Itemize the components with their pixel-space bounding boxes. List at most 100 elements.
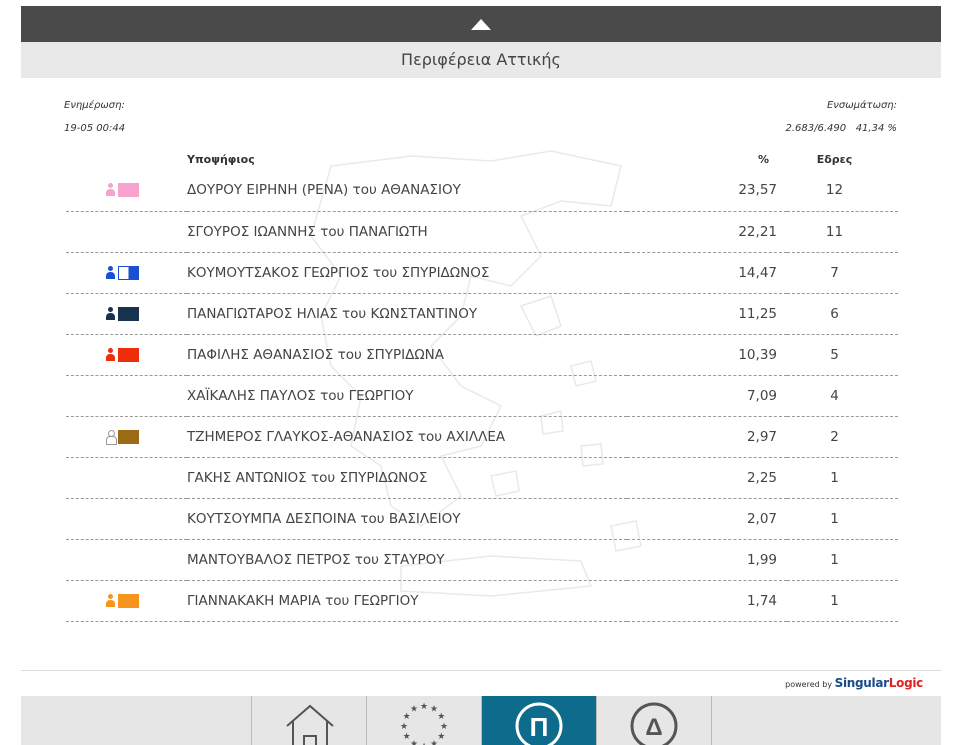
eu-stars-icon: ★★★★★★★★★★★★ <box>400 702 448 745</box>
party-color-box <box>118 593 139 608</box>
footer-divider <box>21 670 941 671</box>
party-color-box <box>118 347 139 362</box>
eu-star: ★ <box>437 712 445 722</box>
nav-municipality[interactable]: Δ <box>596 696 711 745</box>
header-seats: Εδρες <box>816 152 853 166</box>
table-row[interactable]: ΣΓΟΥΡΟΣ ΙΩΑΝΝΗΣ του ΠΑΝΑΓΙΩΤΗ 22,21 11 <box>66 211 898 253</box>
party-color-box <box>118 265 139 280</box>
party-flag-icon <box>106 265 139 280</box>
header-percent: % <box>757 152 769 166</box>
candidate-percent: 23,57 <box>627 170 787 212</box>
table-row[interactable]: ΓΑΚΗΣ ΑΝΤΩΝΙΟΣ του ΣΠΥΡΙΔΩΝΟΣ 2,25 1 <box>66 457 898 499</box>
nav-region[interactable]: Π <box>481 696 596 745</box>
candidate-seats: 4 <box>787 375 898 417</box>
candidate-percent: 14,47 <box>627 252 787 294</box>
nav-divider <box>711 696 712 745</box>
eu-star: ★ <box>440 722 448 732</box>
table-row[interactable]: ΚΟΥΤΣΟΥΜΠΑ ΔΕΣΠΟΙΝΑ του ΒΑΣΙΛΕΙΟΥ 2,07 1 <box>66 498 898 540</box>
candidate-seats: 6 <box>787 293 898 335</box>
candidate-percent: 10,39 <box>627 334 787 376</box>
delta-icon: Δ <box>630 702 678 745</box>
person-icon <box>106 265 115 280</box>
top-bar <box>21 6 941 42</box>
table-row[interactable]: ΠΑΦΙΛΗΣ ΑΘΑΝΑΣΙΟΣ του ΣΠΥΡΙΔΩΝΑ 10,39 5 <box>66 334 898 376</box>
eu-star: ★ <box>410 739 418 745</box>
brand-name: SingularLogic <box>834 676 924 690</box>
candidate-percent: 2,97 <box>627 416 787 458</box>
integration-count: 2.683/6.490 <box>785 123 847 134</box>
update-label: Ενημέρωση: <box>64 100 125 111</box>
collapse-up-icon[interactable] <box>471 19 491 30</box>
candidate-name: ΔΟΥΡΟΥ ΕΙΡΗΝΗ (ΡΕΝΑ) του ΑΘΑΝΑΣΙΟΥ <box>187 170 627 212</box>
candidate-seats: 12 <box>787 170 898 212</box>
home-icon <box>286 704 334 745</box>
eu-star: ★ <box>437 732 445 742</box>
candidate-seats: 1 <box>787 539 898 581</box>
candidate-seats: 5 <box>787 334 898 376</box>
candidate-name: ΚΟΥΤΣΟΥΜΠΑ ΔΕΣΠΟΙΝΑ του ΒΑΣΙΛΕΙΟΥ <box>187 498 627 540</box>
candidate-seats: 11 <box>787 211 898 253</box>
table-row[interactable]: ΓΙΑΝΝΑΚΑΚΗ ΜΑΡΙΑ του ΓΕΩΡΓΙΟΥ 1,74 1 <box>66 580 898 622</box>
candidate-name: ΧΑΪΚΑΛΗΣ ΠΑΥΛΟΣ του ΓΕΩΡΓΙΟΥ <box>187 375 627 417</box>
party-color-box <box>118 183 139 198</box>
eu-star: ★ <box>403 732 411 742</box>
candidate-name: ΓΙΑΝΝΑΚΑΚΗ ΜΑΡΙΑ του ΓΕΩΡΓΙΟΥ <box>187 580 627 622</box>
integration-value: 2.683/6.490 41,34 % <box>786 123 897 134</box>
svg-text:Δ: Δ <box>645 714 662 741</box>
candidate-name: ΠΑΦΙΛΗΣ ΑΘΑΝΑΣΙΟΣ του ΣΠΥΡΙΔΩΝΑ <box>187 334 627 376</box>
candidate-name: ΤΖΗΜΕΡΟΣ ΓΛΑΥΚΟΣ-ΑΘΑΝΑΣΙΟΣ του ΑΧΙΛΛΕΑ <box>187 416 627 458</box>
powered-by-logo: powered by SingularLogic <box>785 676 923 690</box>
bottom-nav: ★★★★★★★★★★★★ Π Δ <box>21 696 941 745</box>
candidate-seats: 1 <box>787 580 898 622</box>
table-row[interactable]: ΤΖΗΜΕΡΟΣ ΓΛΑΥΚΟΣ-ΑΘΑΝΑΣΙΟΣ του ΑΧΙΛΛΕΑ 2,… <box>66 416 898 458</box>
table-row[interactable]: ΚΟΥΜΟΥΤΣΑΚΟΣ ΓΕΩΡΓΙΟΣ του ΣΠΥΡΙΔΩΝΟΣ 14,4… <box>66 252 898 294</box>
nav-europe[interactable]: ★★★★★★★★★★★★ <box>366 696 481 745</box>
party-flag-icon <box>106 429 139 445</box>
party-color-box <box>118 429 139 444</box>
region-title: Περιφέρεια Αττικής <box>21 42 941 78</box>
table-row[interactable]: ΧΑΪΚΑΛΗΣ ΠΑΥΛΟΣ του ΓΕΩΡΓΙΟΥ 7,09 4 <box>66 375 898 417</box>
candidate-name: ΜΑΝΤΟΥΒΑΛΟΣ ΠΕΤΡΟΣ του ΣΤΑΥΡΟΥ <box>187 539 627 581</box>
candidate-seats: 7 <box>787 252 898 294</box>
candidate-seats: 1 <box>787 498 898 540</box>
nav-home[interactable] <box>251 696 366 745</box>
integration-percent: 41,34 % <box>855 123 897 134</box>
table-row[interactable]: ΔΟΥΡΟΥ ΕΙΡΗΝΗ (ΡΕΝΑ) του ΑΘΑΝΑΣΙΟΥ 23,57 1… <box>66 170 898 212</box>
eu-star: ★ <box>430 739 438 745</box>
app-frame: Περιφέρεια Αττικής Ενημέρωση: 19-05 00:4… <box>21 6 941 745</box>
candidate-name: ΚΟΥΜΟΥΤΣΑΚΟΣ ΓΕΩΡΓΙΟΣ του ΣΠΥΡΙΔΩΝΟΣ <box>187 252 627 294</box>
party-flag-icon <box>106 183 139 198</box>
candidate-percent: 1,74 <box>627 580 787 622</box>
eu-star: ★ <box>410 705 418 715</box>
candidate-name: ΓΑΚΗΣ ΑΝΤΩΝΙΟΣ του ΣΠΥΡΙΔΩΝΟΣ <box>187 457 627 499</box>
eu-star: ★ <box>403 712 411 722</box>
candidate-percent: 11,25 <box>627 293 787 335</box>
header-candidate: Υποψήφιος <box>187 152 255 166</box>
eu-star: ★ <box>420 702 428 712</box>
eu-star: ★ <box>400 722 408 732</box>
candidate-percent: 2,25 <box>627 457 787 499</box>
party-color-box <box>118 306 139 321</box>
table-row[interactable]: ΜΑΝΤΟΥΒΑΛΟΣ ΠΕΤΡΟΣ του ΣΤΑΥΡΟΥ 1,99 1 <box>66 539 898 581</box>
candidate-percent: 1,99 <box>627 539 787 581</box>
eu-star: ★ <box>420 742 428 745</box>
candidate-name: ΣΓΟΥΡΟΣ ΙΩΑΝΝΗΣ του ΠΑΝΑΓΙΩΤΗ <box>187 211 627 253</box>
update-time: 19-05 00:44 <box>64 123 126 134</box>
pi-icon: Π <box>515 702 563 745</box>
powered-prefix: powered by <box>785 680 833 689</box>
candidate-percent: 7,09 <box>627 375 787 417</box>
candidate-percent: 2,07 <box>627 498 787 540</box>
party-flag-icon <box>106 306 139 321</box>
table-header-row: Υποψήφιος % Εδρες <box>66 148 898 170</box>
party-flag-icon <box>106 347 139 362</box>
person-icon <box>106 183 115 197</box>
table-row[interactable]: ΠΑΝΑΓΙΩΤΑΡΟΣ ΗΛΙΑΣ του ΚΩΝΣΤΑΝΤΙΝΟΥ 11,25… <box>66 293 898 335</box>
integration-label: Ενσωμάτωση: <box>826 100 897 111</box>
candidate-percent: 22,21 <box>627 211 787 253</box>
person-icon <box>106 429 117 445</box>
person-icon <box>106 593 115 608</box>
candidate-seats: 2 <box>787 416 898 458</box>
person-icon <box>106 306 115 321</box>
eu-star: ★ <box>430 705 438 715</box>
party-flag-icon <box>106 593 139 608</box>
